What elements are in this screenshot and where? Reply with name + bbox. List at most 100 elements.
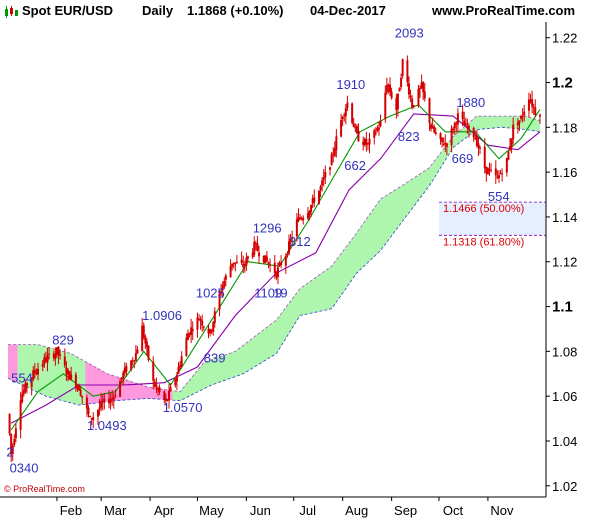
candle-body bbox=[55, 347, 58, 355]
candle-body bbox=[131, 360, 134, 362]
candle-body bbox=[486, 168, 489, 175]
candle-body bbox=[114, 395, 117, 397]
candle-body bbox=[108, 398, 111, 404]
candle-body bbox=[186, 333, 189, 340]
candle-body bbox=[44, 358, 47, 362]
candle-body bbox=[297, 217, 300, 222]
candle-body bbox=[376, 127, 379, 132]
candle-body bbox=[185, 337, 188, 356]
candle-body bbox=[202, 326, 205, 328]
x-tick-label: Jun bbox=[250, 503, 271, 518]
candle-body bbox=[100, 400, 103, 408]
y-tick-label: 1.08 bbox=[552, 344, 577, 359]
candle-body bbox=[494, 168, 497, 176]
candle-body bbox=[431, 126, 434, 129]
candle-body bbox=[400, 77, 403, 88]
candle-body bbox=[389, 84, 392, 93]
candle-body bbox=[485, 166, 488, 174]
slow-line bbox=[10, 113, 541, 424]
candle-body bbox=[385, 85, 388, 93]
wave-label: 554 bbox=[488, 189, 510, 204]
candle-body bbox=[332, 153, 335, 155]
y-tick-label: 1.02 bbox=[552, 479, 577, 494]
candle-body bbox=[74, 374, 77, 388]
candle-body bbox=[423, 91, 426, 99]
y-tick-label: 1.14 bbox=[552, 210, 577, 225]
candle-body bbox=[198, 319, 201, 321]
candle-body bbox=[234, 262, 237, 265]
candle-body bbox=[144, 336, 147, 344]
candle-body bbox=[163, 391, 166, 400]
candle-body bbox=[357, 130, 360, 142]
candle-body bbox=[11, 445, 14, 454]
x-tick-label: Mar bbox=[104, 503, 127, 518]
candle-body bbox=[48, 353, 51, 355]
instrument-title: Spot EUR/USD bbox=[22, 3, 113, 18]
candle-body bbox=[166, 399, 169, 401]
candle-body bbox=[33, 369, 36, 373]
y-tick-label: 1.16 bbox=[552, 165, 577, 180]
candle-body bbox=[22, 390, 25, 395]
candle-body bbox=[112, 397, 115, 400]
candle-body bbox=[76, 386, 79, 390]
candle-body bbox=[30, 377, 33, 388]
candle-body bbox=[199, 318, 202, 322]
candle-body bbox=[278, 263, 281, 266]
candle-body bbox=[377, 127, 380, 130]
wave-label: 829 bbox=[52, 333, 74, 348]
candle-body bbox=[254, 242, 257, 244]
candle-body bbox=[289, 239, 292, 243]
candle-body bbox=[79, 389, 82, 396]
candle-body bbox=[322, 177, 325, 180]
candle-body bbox=[352, 123, 355, 128]
candle-body bbox=[175, 375, 178, 382]
candle-body bbox=[529, 100, 532, 102]
candle-body bbox=[101, 400, 104, 403]
y-tick-label: 1.04 bbox=[552, 434, 577, 449]
candle-body bbox=[395, 98, 398, 111]
candle-body bbox=[496, 176, 499, 178]
candle-body bbox=[420, 82, 423, 89]
wave-label: 669 bbox=[452, 151, 474, 166]
candle-body bbox=[523, 111, 526, 116]
fib-zone bbox=[438, 202, 546, 236]
candle-body bbox=[363, 138, 366, 146]
candle-body bbox=[224, 275, 227, 280]
candle-body bbox=[19, 400, 22, 430]
y-tick-label: 1.12 bbox=[552, 255, 577, 270]
candle-body bbox=[275, 271, 278, 278]
candle-body bbox=[96, 410, 99, 417]
candle-body bbox=[384, 92, 387, 120]
candle-body bbox=[512, 124, 515, 140]
wave-label: 1296 bbox=[253, 221, 282, 236]
candle-body bbox=[190, 327, 193, 336]
candle-body bbox=[518, 120, 521, 124]
candle-body bbox=[179, 365, 182, 368]
fib-level-label: 1.1318 (61.80%) bbox=[443, 236, 524, 248]
wave-label: 2 bbox=[6, 445, 13, 460]
candle-body bbox=[229, 265, 232, 278]
wave-label: 312 bbox=[289, 234, 311, 249]
wave-label: 1.0493 bbox=[87, 418, 127, 433]
candle-body bbox=[196, 317, 199, 330]
candle-body bbox=[156, 387, 159, 390]
wave-label: 1025 bbox=[196, 286, 225, 301]
candle-body bbox=[65, 367, 68, 375]
candle-body bbox=[310, 204, 313, 212]
candle-body bbox=[299, 217, 302, 219]
x-tick-label: Nov bbox=[490, 503, 514, 518]
candle-body bbox=[87, 407, 90, 415]
candle-body bbox=[441, 137, 444, 143]
y-tick-label: 1.18 bbox=[552, 120, 577, 135]
candle-body bbox=[81, 395, 84, 398]
cloud-upper-edge bbox=[8, 115, 541, 393]
candle-body bbox=[351, 103, 354, 123]
candle-body bbox=[463, 120, 466, 125]
candle-body bbox=[406, 60, 409, 83]
candle-body bbox=[335, 136, 338, 151]
candle-body bbox=[164, 398, 167, 401]
candle-body bbox=[479, 147, 482, 149]
candle-body bbox=[368, 138, 371, 145]
candle-body bbox=[276, 267, 279, 278]
candle-body bbox=[240, 259, 243, 263]
